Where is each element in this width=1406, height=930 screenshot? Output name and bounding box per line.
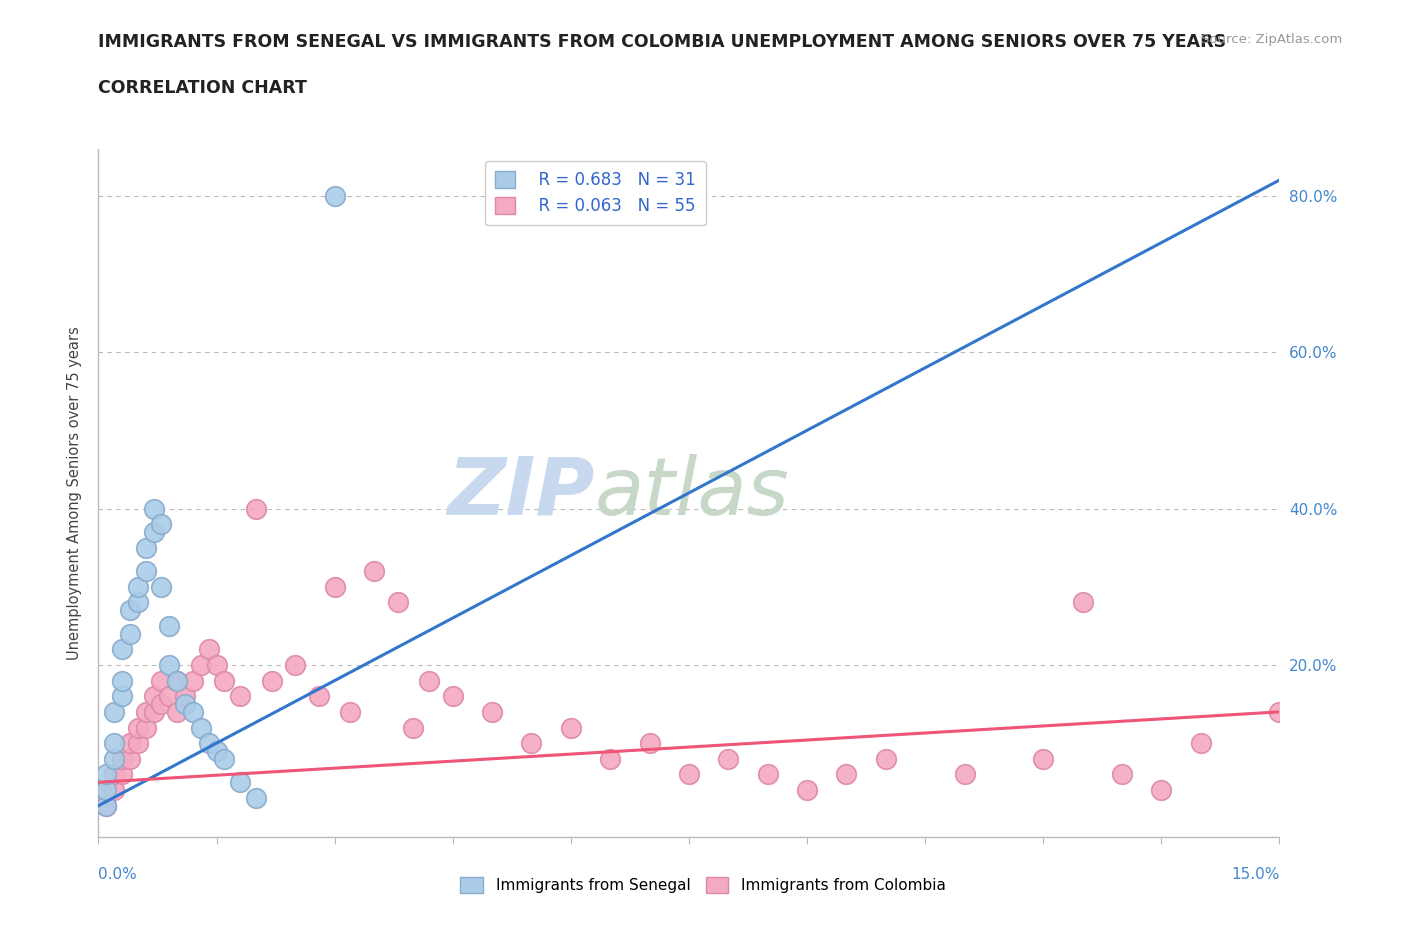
Point	[135, 704, 157, 719]
Point	[323, 188, 346, 203]
Point	[166, 673, 188, 688]
Point	[118, 751, 141, 766]
Point	[103, 783, 125, 798]
Point	[190, 720, 212, 735]
Point	[560, 720, 582, 735]
Point	[157, 689, 180, 704]
Point	[96, 798, 118, 813]
Point	[796, 783, 818, 798]
Point	[214, 751, 236, 766]
Point	[481, 704, 503, 719]
Point	[229, 775, 252, 790]
Point	[142, 501, 165, 516]
Point	[111, 689, 134, 704]
Point	[166, 673, 188, 688]
Point	[135, 720, 157, 735]
Text: IMMIGRANTS FROM SENEGAL VS IMMIGRANTS FROM COLOMBIA UNEMPLOYMENT AMONG SENIORS O: IMMIGRANTS FROM SENEGAL VS IMMIGRANTS FR…	[98, 33, 1226, 50]
Point	[96, 783, 118, 798]
Point	[260, 673, 283, 688]
Point	[103, 704, 125, 719]
Point	[1071, 595, 1094, 610]
Point	[111, 642, 134, 657]
Point	[157, 618, 180, 633]
Point	[166, 704, 188, 719]
Point	[638, 736, 661, 751]
Point	[103, 751, 125, 766]
Point	[323, 579, 346, 594]
Point	[142, 704, 165, 719]
Point	[197, 642, 219, 657]
Point	[142, 689, 165, 704]
Point	[205, 658, 228, 672]
Point	[111, 767, 134, 782]
Point	[103, 767, 125, 782]
Point	[96, 783, 118, 798]
Point	[284, 658, 307, 672]
Legend: Immigrants from Senegal, Immigrants from Colombia: Immigrants from Senegal, Immigrants from…	[454, 870, 952, 899]
Y-axis label: Unemployment Among Seniors over 75 years: Unemployment Among Seniors over 75 years	[67, 326, 83, 659]
Point	[174, 697, 197, 711]
Point	[835, 767, 858, 782]
Point	[150, 673, 173, 688]
Point	[118, 736, 141, 751]
Point	[96, 798, 118, 813]
Point	[174, 689, 197, 704]
Point	[127, 736, 149, 751]
Point	[135, 540, 157, 555]
Point	[1032, 751, 1054, 766]
Point	[717, 751, 740, 766]
Point	[157, 658, 180, 672]
Text: 0.0%: 0.0%	[98, 867, 138, 882]
Point	[418, 673, 440, 688]
Text: CORRELATION CHART: CORRELATION CHART	[98, 79, 308, 97]
Point	[678, 767, 700, 782]
Point	[96, 767, 118, 782]
Point	[953, 767, 976, 782]
Point	[1111, 767, 1133, 782]
Legend:   R = 0.683   N = 31,   R = 0.063   N = 55: R = 0.683 N = 31, R = 0.063 N = 55	[485, 161, 706, 225]
Point	[214, 673, 236, 688]
Point	[363, 564, 385, 578]
Point	[127, 595, 149, 610]
Point	[127, 579, 149, 594]
Point	[402, 720, 425, 735]
Point	[118, 603, 141, 618]
Point	[150, 579, 173, 594]
Point	[245, 790, 267, 805]
Text: ZIP: ZIP	[447, 454, 595, 532]
Point	[1150, 783, 1173, 798]
Point	[181, 704, 204, 719]
Point	[245, 501, 267, 516]
Point	[111, 673, 134, 688]
Point	[135, 564, 157, 578]
Point	[181, 673, 204, 688]
Point	[308, 689, 330, 704]
Text: atlas: atlas	[595, 454, 789, 532]
Point	[520, 736, 543, 751]
Point	[339, 704, 361, 719]
Point	[599, 751, 621, 766]
Point	[197, 736, 219, 751]
Point	[103, 736, 125, 751]
Point	[756, 767, 779, 782]
Text: Source: ZipAtlas.com: Source: ZipAtlas.com	[1202, 33, 1343, 46]
Point	[190, 658, 212, 672]
Text: 15.0%: 15.0%	[1232, 867, 1279, 882]
Point	[205, 744, 228, 759]
Point	[229, 689, 252, 704]
Point	[111, 751, 134, 766]
Point	[127, 720, 149, 735]
Point	[441, 689, 464, 704]
Point	[150, 517, 173, 532]
Point	[1189, 736, 1212, 751]
Point	[875, 751, 897, 766]
Point	[1268, 704, 1291, 719]
Point	[142, 525, 165, 539]
Point	[387, 595, 409, 610]
Point	[150, 697, 173, 711]
Point	[118, 626, 141, 641]
